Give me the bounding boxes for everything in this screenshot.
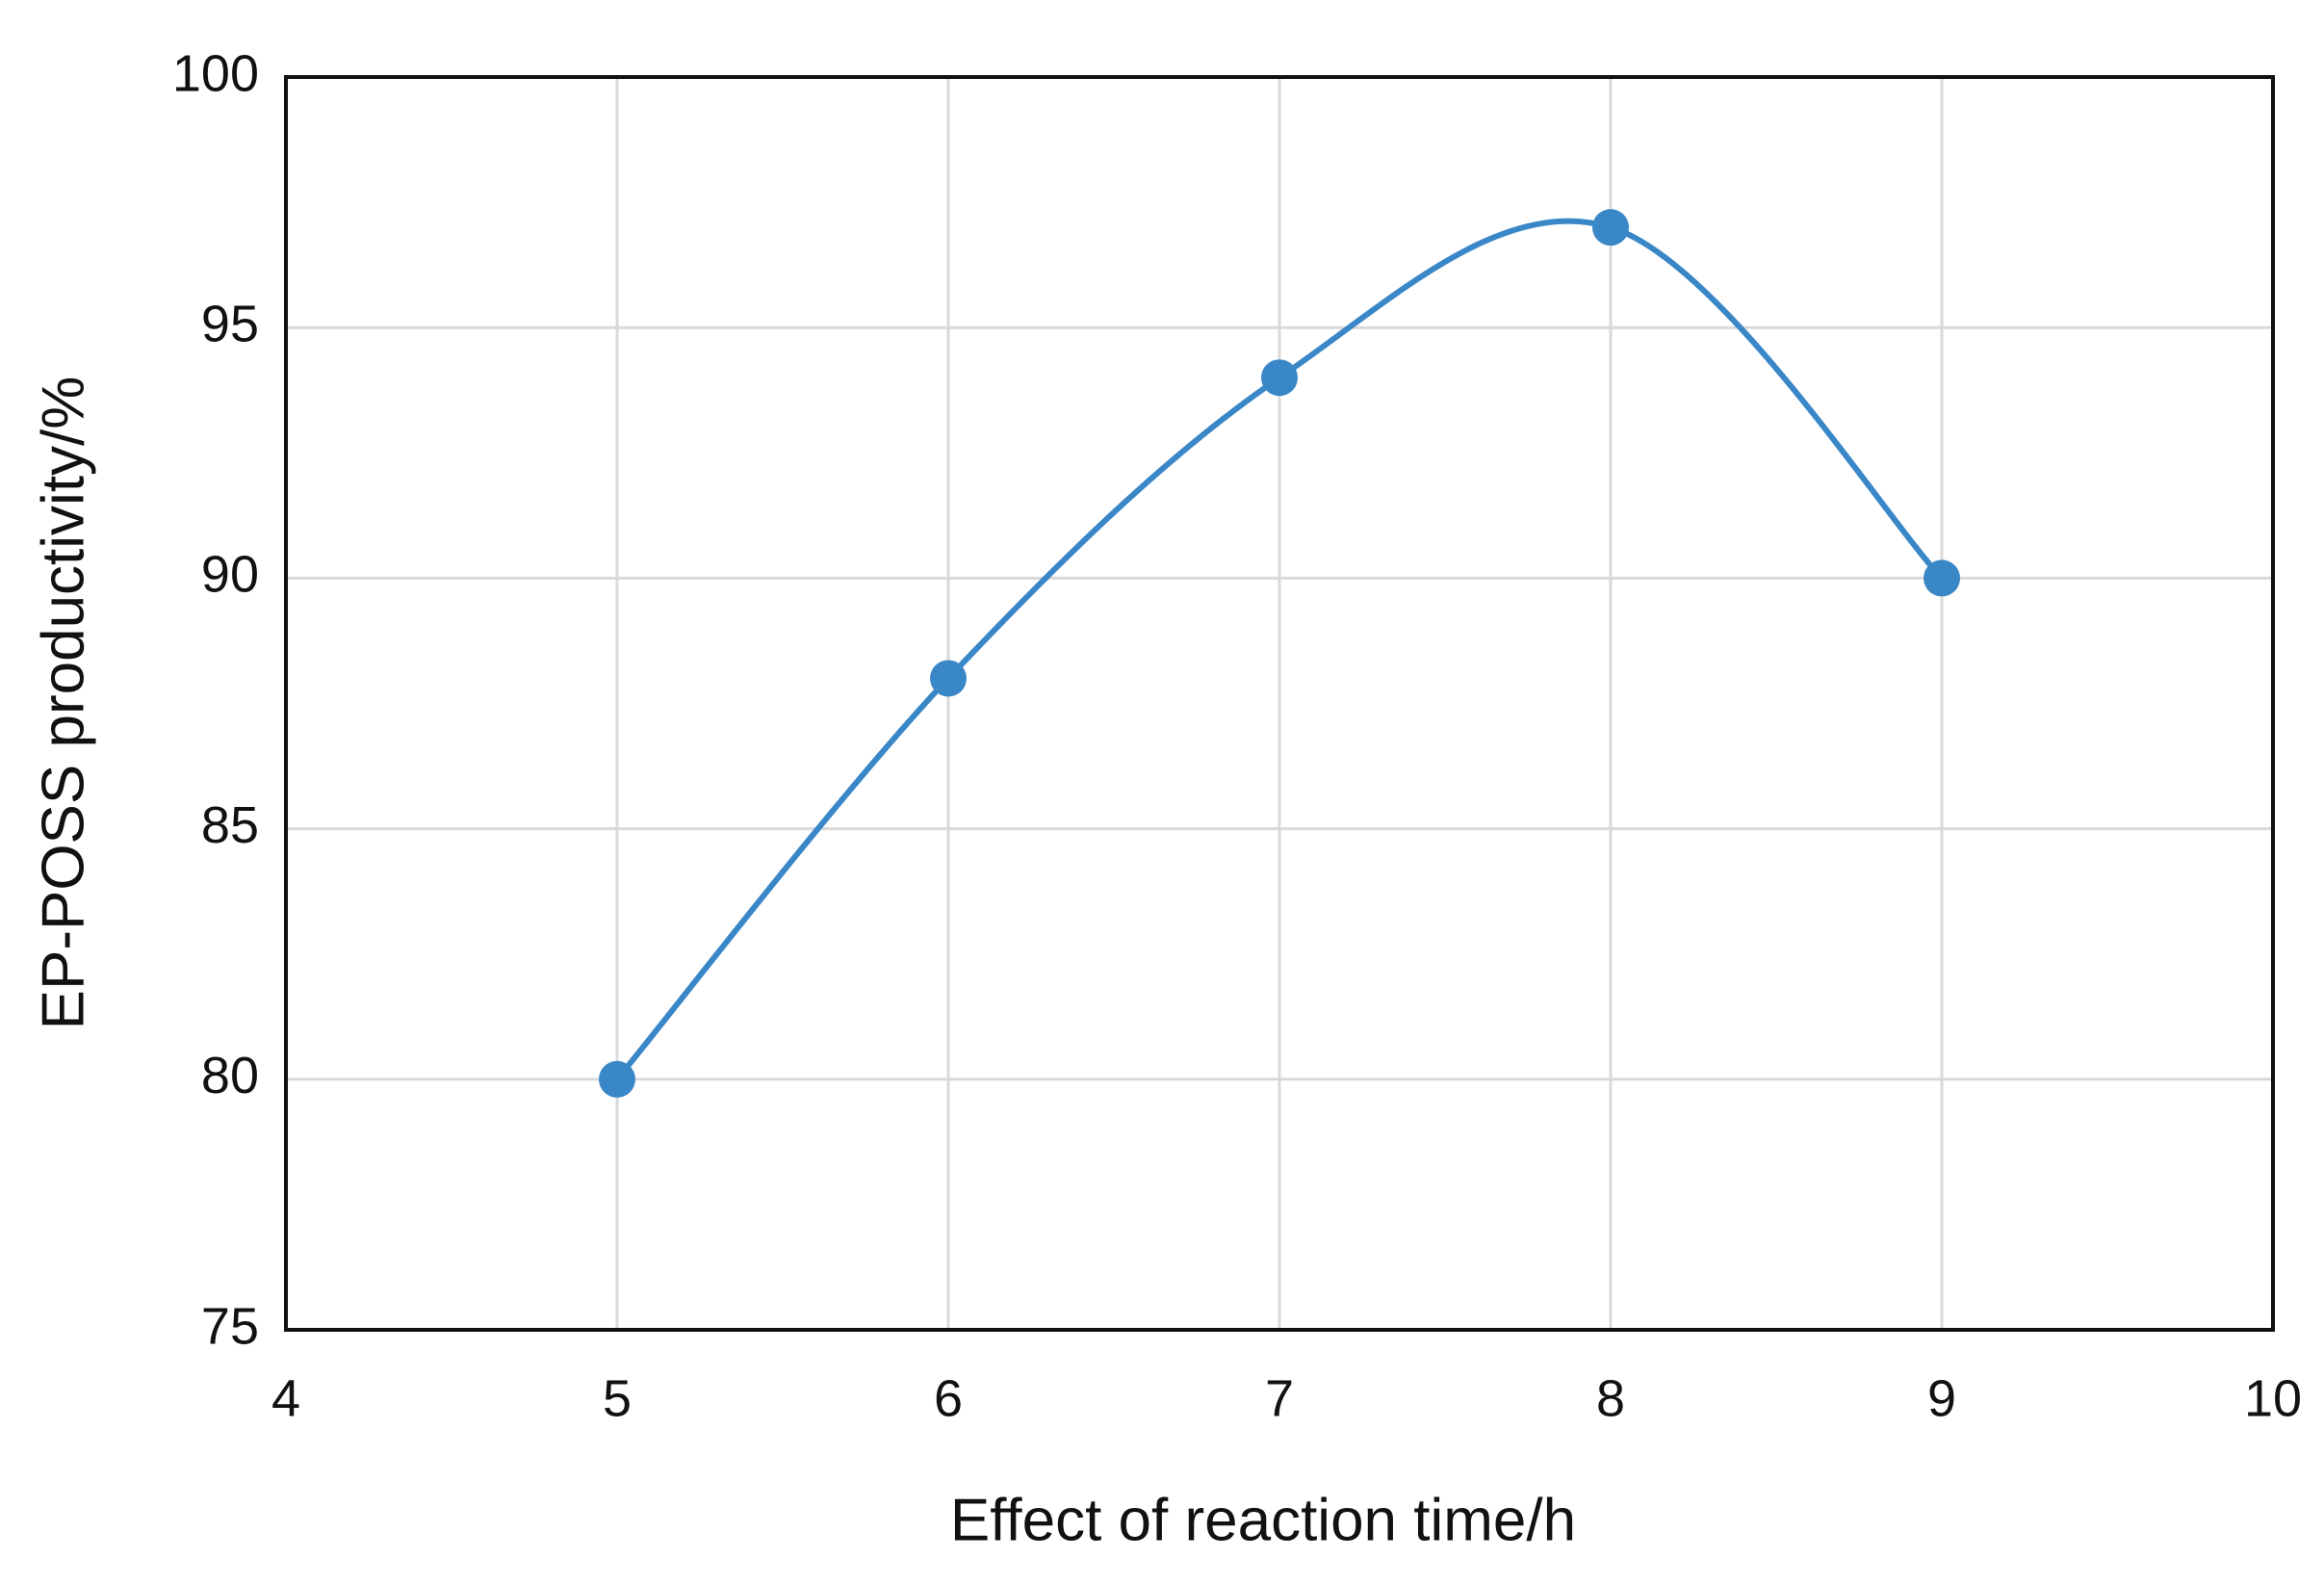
y-tick-label: 75 [201, 1297, 259, 1355]
x-tick-label: 4 [271, 1369, 300, 1427]
y-axis-label: EP-POSS productivity/% [30, 377, 96, 1030]
y-tick-label: 85 [201, 796, 259, 854]
data-point [1592, 209, 1629, 247]
x-axis-label: Effect of reaction time/h [950, 1487, 1576, 1553]
y-tick-label: 80 [201, 1047, 259, 1104]
data-point [1261, 359, 1298, 397]
x-tick-label: 9 [1927, 1369, 1956, 1427]
data-point [1924, 559, 1960, 597]
y-tick-label: 100 [172, 44, 259, 102]
y-tick-label: 90 [201, 546, 259, 604]
x-tick-label: 5 [603, 1369, 632, 1427]
data-point [930, 660, 967, 697]
data-point [599, 1060, 635, 1098]
x-tick-label: 6 [934, 1369, 963, 1427]
x-tick-label: 7 [1265, 1369, 1294, 1427]
y-tick-label: 95 [201, 295, 259, 352]
plot-frame [284, 75, 2275, 1332]
x-tick-label: 10 [2244, 1369, 2302, 1427]
x-tick-label: 8 [1596, 1369, 1625, 1427]
